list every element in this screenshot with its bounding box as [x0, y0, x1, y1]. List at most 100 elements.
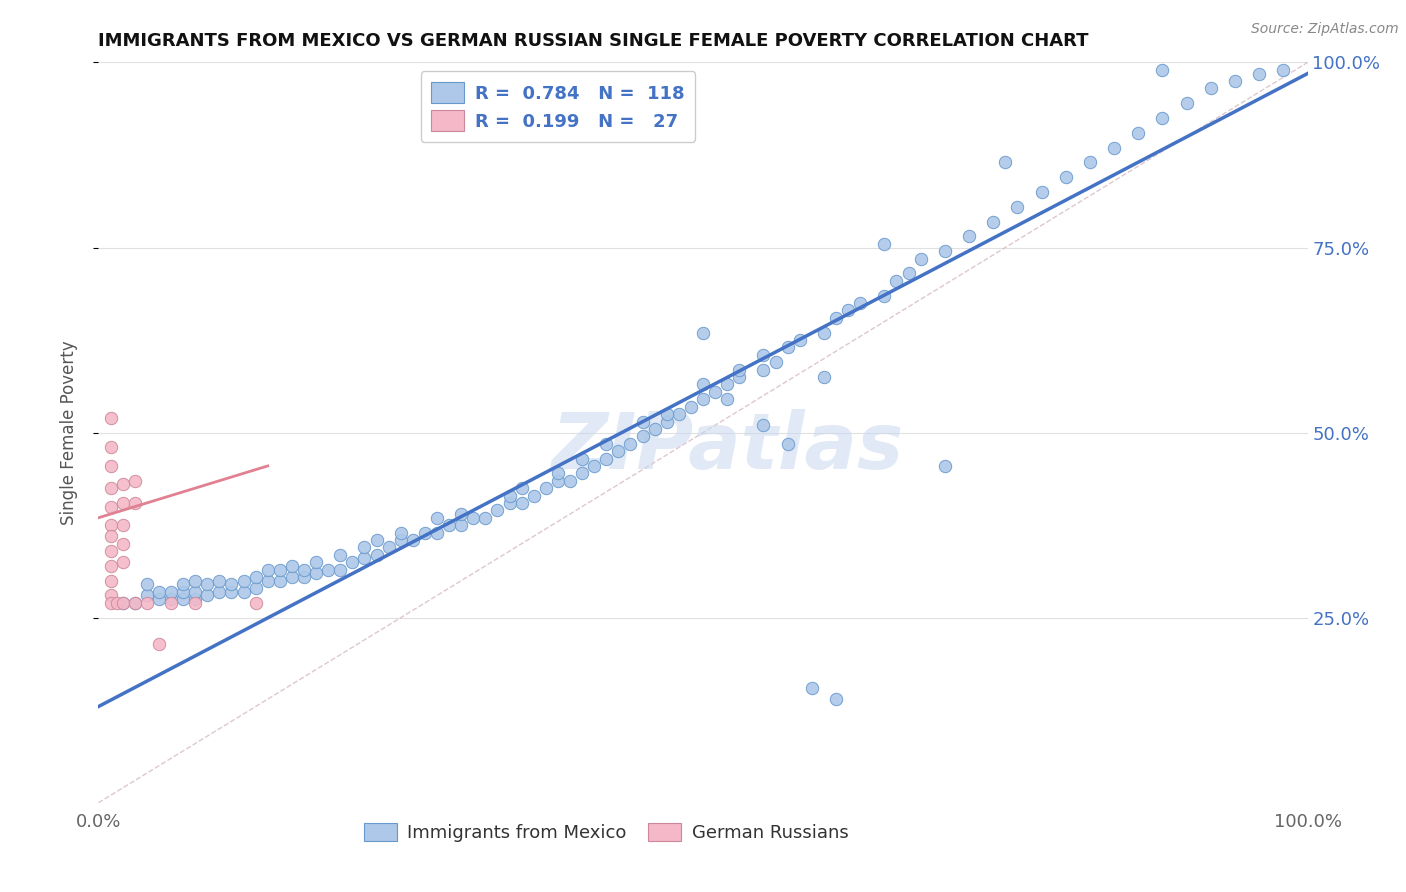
Point — [1223, 74, 1246, 88]
Point — [100, 589, 122, 603]
Point — [498, 489, 520, 503]
Point — [644, 422, 666, 436]
Point — [292, 563, 315, 577]
Point — [510, 496, 533, 510]
Point — [208, 584, 231, 599]
Point — [245, 570, 267, 584]
Point — [981, 214, 1004, 228]
Point — [692, 377, 714, 392]
Point — [558, 474, 581, 488]
Point — [571, 467, 593, 481]
Point — [366, 548, 388, 562]
Point — [111, 496, 134, 510]
Point — [111, 596, 134, 610]
Point — [221, 577, 243, 591]
Point — [184, 592, 207, 607]
Point — [148, 584, 170, 599]
Point — [124, 596, 146, 610]
Point — [281, 570, 304, 584]
Point — [105, 596, 128, 610]
Point — [353, 551, 375, 566]
Point — [752, 362, 775, 376]
Point — [1175, 96, 1198, 111]
Point — [655, 407, 678, 421]
Point — [100, 544, 122, 558]
Point — [776, 341, 799, 355]
Point — [100, 441, 122, 455]
Point — [934, 244, 956, 259]
Point — [450, 518, 472, 533]
Point — [135, 589, 157, 603]
Point — [111, 477, 134, 491]
Point — [800, 681, 823, 695]
Point — [184, 596, 207, 610]
Text: IMMIGRANTS FROM MEXICO VS GERMAN RUSSIAN SINGLE FEMALE POVERTY CORRELATION CHART: IMMIGRANTS FROM MEXICO VS GERMAN RUSSIAN… — [98, 32, 1088, 50]
Point — [463, 510, 485, 524]
Point — [195, 577, 218, 591]
Point — [135, 596, 157, 610]
Point — [1102, 140, 1125, 154]
Point — [994, 155, 1017, 169]
Point — [100, 596, 122, 610]
Point — [957, 229, 980, 244]
Point — [619, 436, 641, 450]
Point — [195, 589, 218, 603]
Point — [342, 555, 364, 569]
Point — [547, 467, 569, 481]
Point — [100, 481, 122, 495]
Point — [111, 555, 134, 569]
Point — [1152, 62, 1174, 77]
Point — [389, 525, 412, 540]
Point — [148, 637, 170, 651]
Point — [583, 458, 606, 473]
Point — [765, 355, 787, 369]
Point — [100, 458, 122, 473]
Point — [172, 592, 194, 607]
Point — [1199, 81, 1222, 95]
Point — [873, 288, 896, 302]
Point — [716, 392, 738, 407]
Point — [910, 252, 932, 266]
Point — [704, 384, 727, 399]
Point — [668, 407, 690, 421]
Point — [849, 296, 872, 310]
Point — [281, 558, 304, 573]
Point — [1249, 66, 1271, 80]
Point — [111, 536, 134, 550]
Point — [124, 496, 146, 510]
Point — [208, 574, 231, 588]
Point — [595, 451, 617, 466]
Point — [100, 518, 122, 533]
Point — [389, 533, 412, 547]
Point — [789, 333, 811, 347]
Point — [245, 581, 267, 595]
Point — [534, 481, 557, 495]
Point — [1272, 62, 1295, 77]
Point — [631, 429, 654, 443]
Point — [269, 563, 291, 577]
Point — [1078, 155, 1101, 169]
Point — [523, 489, 546, 503]
Point — [402, 533, 425, 547]
Point — [752, 348, 775, 362]
Point — [366, 533, 388, 547]
Point — [728, 362, 751, 376]
Point — [184, 584, 207, 599]
Point — [353, 541, 375, 555]
Point — [172, 584, 194, 599]
Point — [934, 458, 956, 473]
Point — [316, 563, 339, 577]
Point — [450, 507, 472, 521]
Point — [100, 529, 122, 543]
Point — [886, 274, 908, 288]
Point — [679, 400, 702, 414]
Point — [160, 596, 183, 610]
Point — [547, 474, 569, 488]
Point — [631, 415, 654, 429]
Point — [160, 592, 183, 607]
Point — [728, 370, 751, 384]
Point — [100, 574, 122, 588]
Text: Source: ZipAtlas.com: Source: ZipAtlas.com — [1251, 22, 1399, 37]
Point — [1054, 170, 1077, 185]
Point — [100, 558, 122, 573]
